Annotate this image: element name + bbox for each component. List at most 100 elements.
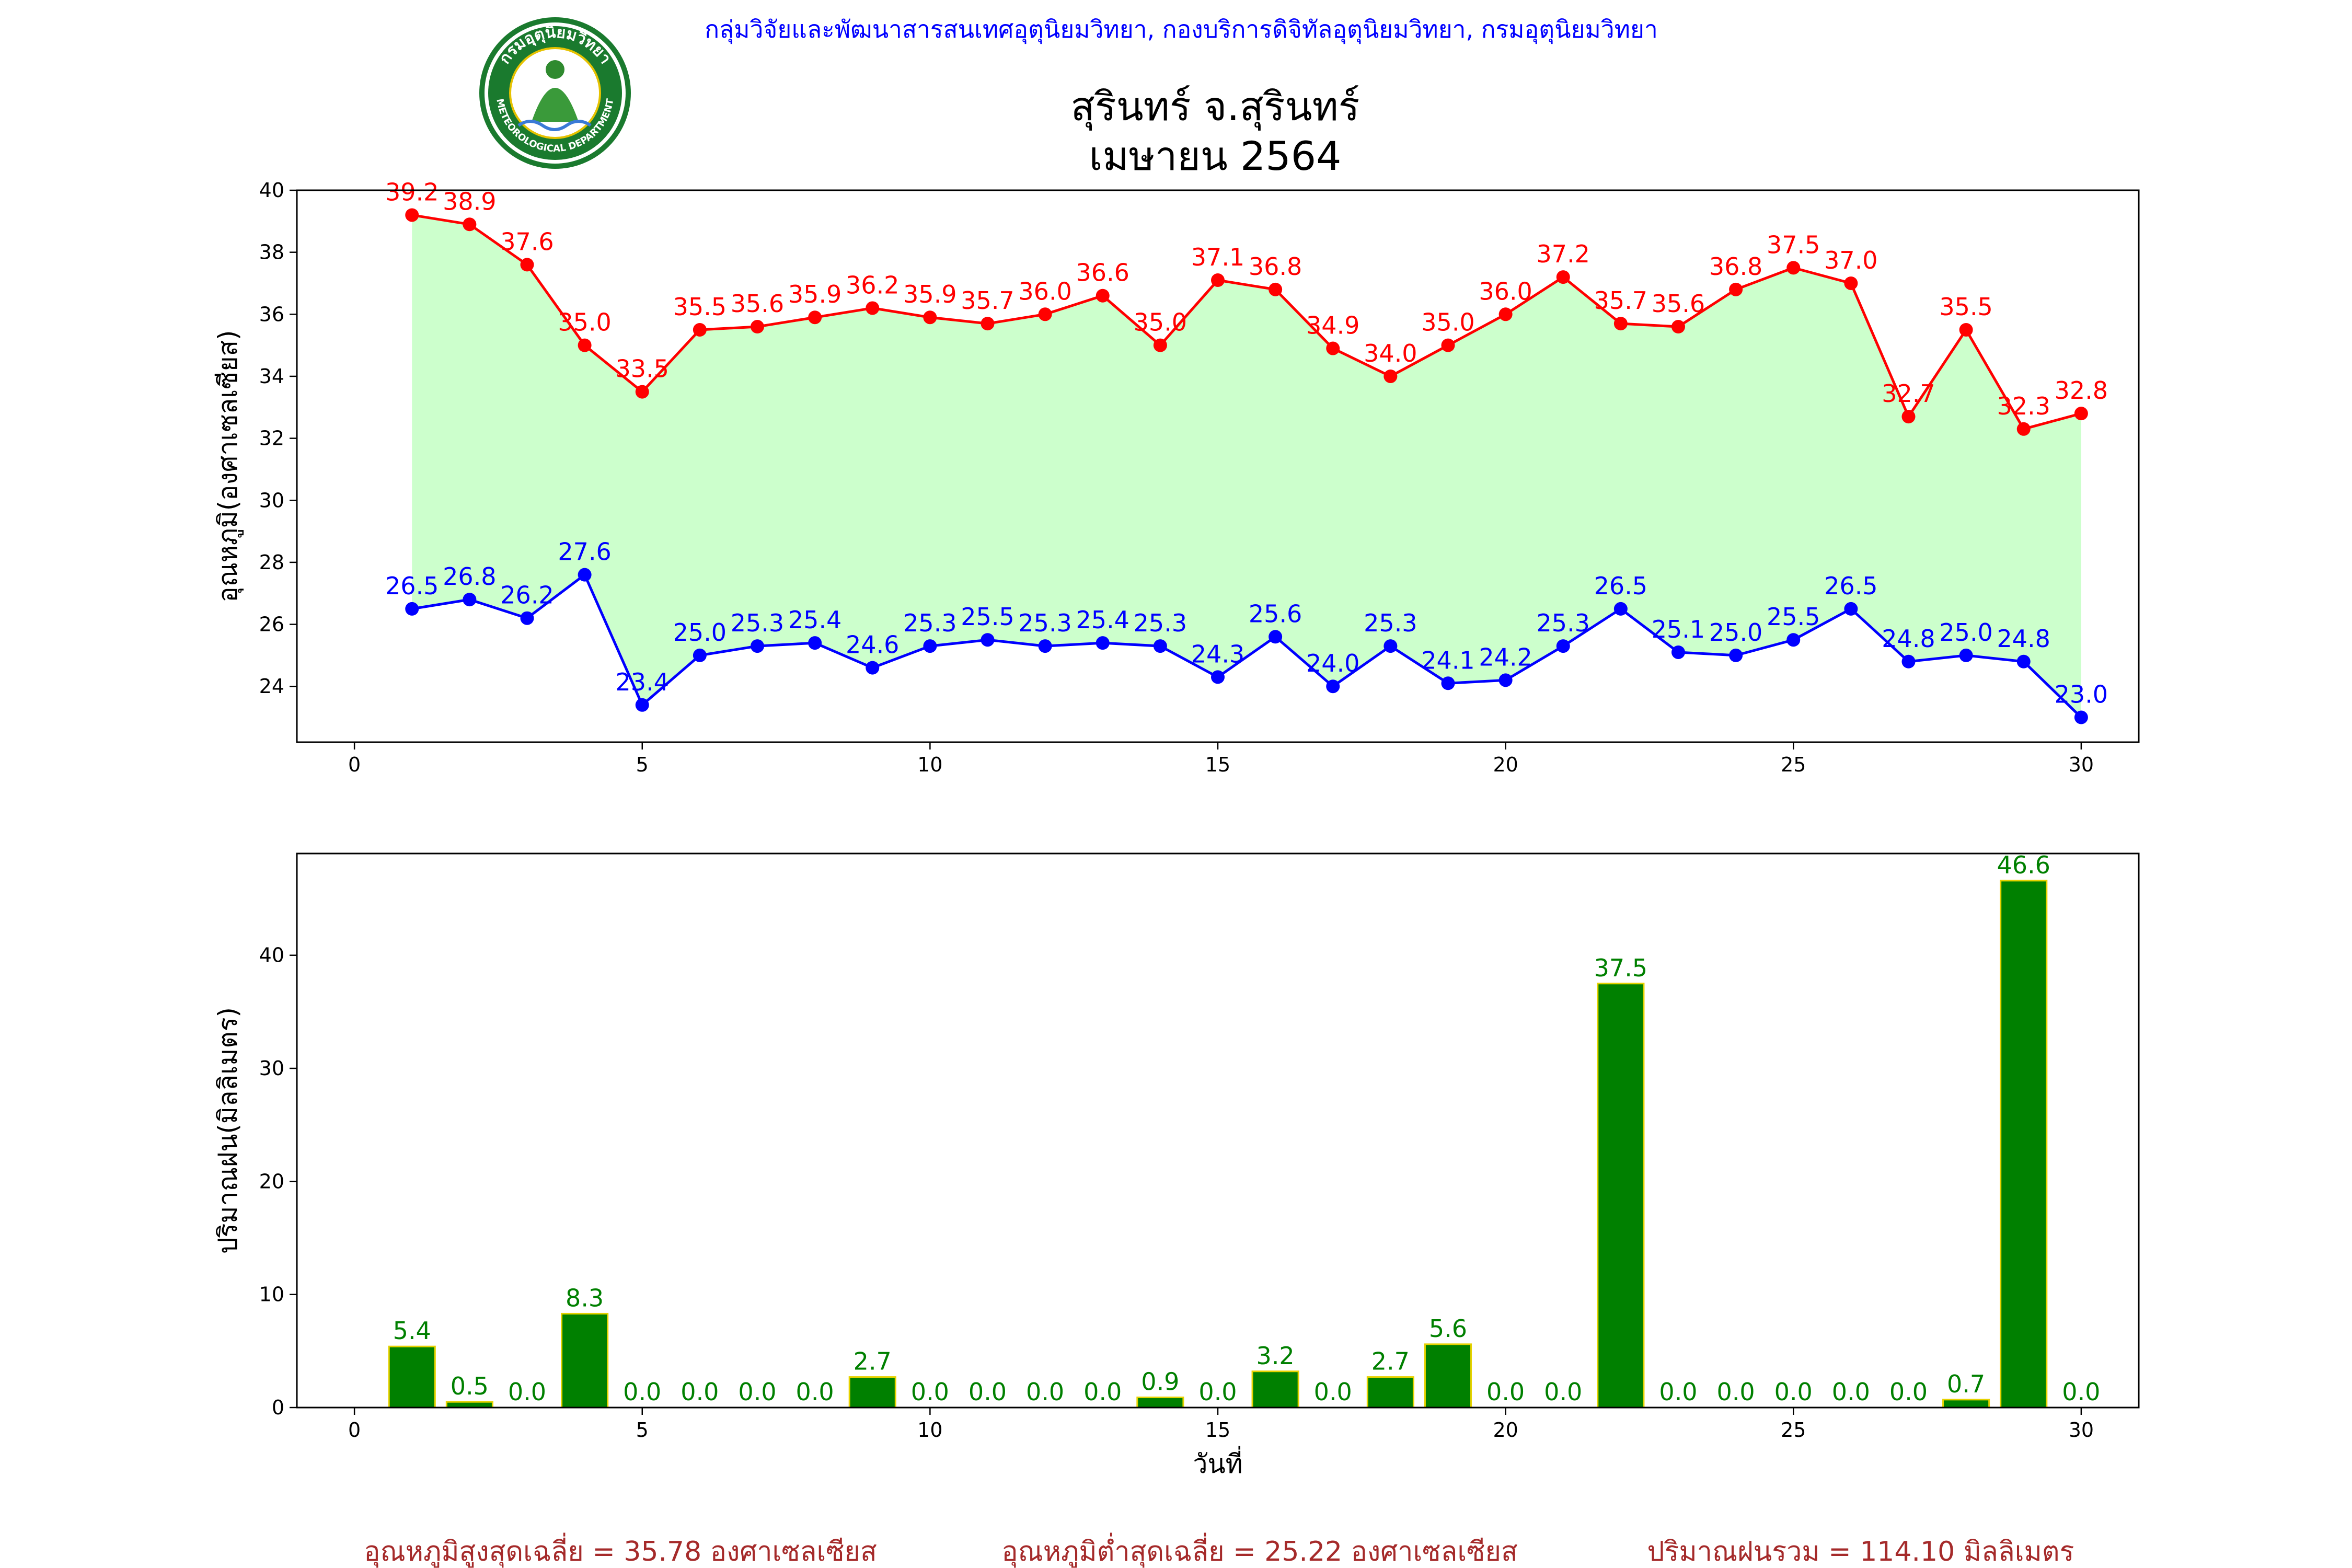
temperature-y-tick-label: 34 <box>259 365 284 388</box>
temperature-y-tick-label: 28 <box>259 551 284 574</box>
max-temp-value-label: 37.1 <box>1191 243 1244 271</box>
rain-value-label: 5.6 <box>1429 1315 1467 1343</box>
max-temp-value-label: 38.9 <box>443 187 496 215</box>
rainfall-x-tick-label: 0 <box>348 1419 361 1442</box>
min-temp-value-label: 25.1 <box>1652 615 1705 643</box>
min-temp-value-label: 26.5 <box>1594 572 1647 600</box>
min-temp-value-label: 26.5 <box>385 572 439 600</box>
rain-bar <box>1366 1376 1414 1409</box>
min-temp-point <box>1671 645 1685 659</box>
rainfall-chart: 5.4 0.5 0.0 8.3 0.0 0.0 0.0 0.0 2.7 0.0 0.0 0.0 0.0 0… <box>213 851 2140 1479</box>
min-temp-point <box>1729 648 1743 662</box>
temperature-x-tick-label: 25 <box>1781 753 1806 776</box>
max-temp-value-label: 35.0 <box>1134 308 1187 337</box>
max-temp-value-label: 35.6 <box>731 290 784 318</box>
max-temp-point <box>1326 341 1340 355</box>
max-temp-value-label: 35.9 <box>788 280 841 308</box>
max-temp-point <box>1383 369 1398 383</box>
rainfall-x-axis-label: วันที่ <box>1193 1446 1242 1479</box>
min-temp-value-label: 24.8 <box>1997 625 2050 653</box>
min-temp-point <box>1153 639 1167 653</box>
max-temp-point <box>635 385 649 399</box>
max-temp-point <box>1153 338 1167 352</box>
max-temp-value-label: 36.6 <box>1076 259 1129 287</box>
rainfall-x-tick-label: 10 <box>917 1419 942 1442</box>
rain-value-label: 0.0 <box>1026 1378 1064 1406</box>
min-temp-value-label: 23.0 <box>2055 681 2108 709</box>
max-temp-point <box>1211 273 1225 287</box>
rain-bar <box>1424 1343 1472 1409</box>
rainfall-x-tick-label: 5 <box>636 1419 649 1442</box>
rainfall-x-tick-label: 25 <box>1781 1419 1806 1442</box>
max-temp-value-label: 36.8 <box>1249 252 1302 281</box>
min-temp-point <box>1211 670 1225 684</box>
rain-value-label: 0.0 <box>1659 1378 1697 1406</box>
rain-value-label: 0.0 <box>681 1378 719 1406</box>
rain-value-label: 37.5 <box>1594 954 1647 982</box>
temperature-x-tick-label: 0 <box>348 753 361 776</box>
rain-value-label: 5.4 <box>393 1317 431 1345</box>
rain-value-label: 2.7 <box>854 1347 892 1376</box>
temperature-y-axis-label: อุณหภูมิ(องศาเซลเซียส) <box>213 330 244 602</box>
chart-title-month: เมษายน 2564 <box>1089 133 1342 179</box>
rainfall-x-tick-label: 15 <box>1205 1419 1230 1442</box>
min-temp-point <box>1844 602 1858 616</box>
max-temp-value-label: 35.7 <box>1594 286 1647 315</box>
rain-bar <box>1597 983 1645 1409</box>
max-temp-value-label: 34.0 <box>1364 339 1417 367</box>
min-temp-point <box>1269 630 1283 644</box>
rain-value-label: 0.0 <box>623 1378 661 1406</box>
rain-value-label: 0.7 <box>1947 1370 1985 1398</box>
min-temp-value-label: 24.3 <box>1191 640 1244 668</box>
temperature-x-tick-label: 15 <box>1205 753 1230 776</box>
rain-bar <box>445 1401 493 1409</box>
max-temp-line <box>411 213 2082 431</box>
max-temp-point <box>1729 282 1743 296</box>
logo-water-waves <box>517 120 592 131</box>
min-temp-point <box>1498 673 1513 687</box>
rain-bar <box>2000 880 2048 1409</box>
max-temp-point <box>2016 422 2031 436</box>
temperature-y-tick-label: 38 <box>259 241 284 264</box>
max-temp-point <box>463 217 477 232</box>
rain-value-label: 0.0 <box>1083 1378 1122 1406</box>
min-temp-point <box>1038 639 1052 653</box>
max-temp-point <box>1786 261 1801 275</box>
min-temp-point <box>1613 602 1628 616</box>
min-temp-point <box>751 639 764 653</box>
max-temp-point <box>751 320 764 334</box>
min-temp-value-label: 25.3 <box>731 609 784 637</box>
rain-value-label: 0.0 <box>796 1378 834 1406</box>
min-temp-line <box>411 572 2082 719</box>
min-temp-point <box>520 611 534 625</box>
rainfall-y-tick-label: 30 <box>259 1057 284 1080</box>
min-temp-value-label: 25.0 <box>673 618 727 647</box>
max-temp-point <box>1441 338 1455 352</box>
min-temp-point <box>463 593 477 607</box>
temperature-x-tick-label: 20 <box>1493 753 1518 776</box>
rainfall-y-axis-label: ปริมาณฝน(มิลลิเมตร) <box>213 1007 243 1254</box>
min-temp-point <box>1901 654 1916 668</box>
min-temp-point <box>1441 676 1455 690</box>
rain-bar <box>1251 1370 1299 1409</box>
min-temp-value-label: 23.4 <box>616 668 669 696</box>
temperature-y-tick-label: 26 <box>259 613 284 636</box>
rainfall-y-tick-label: 40 <box>259 944 284 967</box>
max-temp-point <box>1269 282 1283 296</box>
max-temp-point <box>1613 317 1628 331</box>
max-temp-value-label: 37.5 <box>1767 230 1820 259</box>
rain-value-label: 0.0 <box>1774 1378 1813 1406</box>
logo-deity-head <box>546 60 564 79</box>
min-temp-point <box>1556 639 1570 653</box>
max-temp-point <box>520 258 534 272</box>
min-temp-value-label: 25.3 <box>903 609 956 637</box>
max-temp-point <box>981 317 995 331</box>
temperature-y-tick-label: 30 <box>259 489 284 512</box>
min-temp-point <box>1959 648 1973 662</box>
rain-bar <box>561 1312 609 1409</box>
min-temp-value-label: 25.6 <box>1249 599 1302 628</box>
rainfall-x-tick-label: 30 <box>2069 1419 2094 1442</box>
max-temp-value-label: 36.0 <box>1018 277 1071 305</box>
min-temp-value-label: 24.1 <box>1421 646 1474 674</box>
